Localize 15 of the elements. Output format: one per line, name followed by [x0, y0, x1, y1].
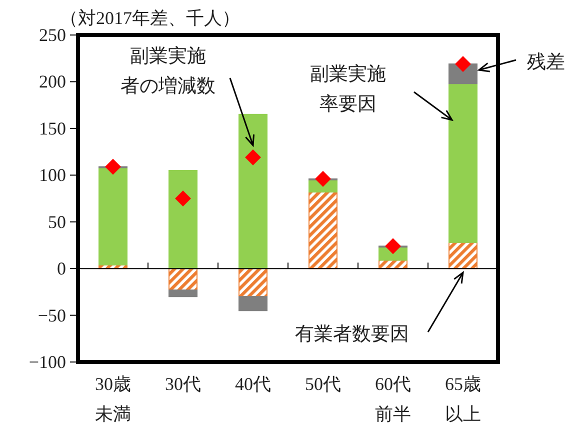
x-tick-label: 40代 — [235, 374, 271, 394]
y-tick-label: −50 — [38, 305, 66, 326]
x-tick-label: 30歳未満 — [95, 374, 131, 424]
y-tick-label: 50 — [48, 212, 66, 232]
y-tick-label: 250 — [39, 25, 66, 45]
x-tick-label: 50代 — [305, 374, 341, 394]
y-tick-label: −100 — [28, 352, 66, 372]
x-tick-label: 30代 — [165, 374, 201, 394]
x-tick-label: 65歳以上 — [445, 374, 481, 424]
y-tick-label: 0 — [57, 258, 66, 279]
y-tick-label: 200 — [39, 72, 66, 92]
y-tick-label: 100 — [39, 165, 66, 186]
x-tick-label: 60代前半 — [375, 374, 411, 424]
y-tick-label: 150 — [39, 118, 66, 138]
y-axis-title: （対2017年差、千人） — [60, 8, 240, 28]
